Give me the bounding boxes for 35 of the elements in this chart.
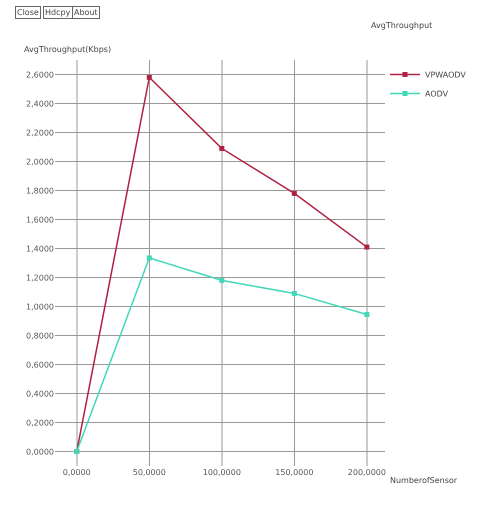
text: Hdcpy — [45, 8, 71, 17]
y-tick-label: 1,8000 — [26, 186, 54, 196]
legend-label: VPWAODV — [425, 70, 466, 80]
y-tick-label: 1,0000 — [26, 302, 54, 312]
point — [146, 255, 152, 260]
text: AvgThroughput — [371, 21, 432, 30]
y-tick-label: 1,6000 — [26, 215, 54, 224]
text: Close — [17, 8, 39, 17]
y-tick-label: 2,2000 — [26, 128, 54, 138]
x-tick-label: 200,0000 — [348, 468, 386, 477]
y-tick-label: 1,4000 — [26, 244, 54, 254]
y-tick-label: 0,4000 — [26, 389, 54, 398]
point — [364, 244, 370, 250]
y-tick-label: 2,4000 — [26, 99, 54, 108]
y-tick-label: 2,0000 — [26, 157, 54, 166]
y-tick-label: 0,2000 — [26, 418, 54, 428]
point — [292, 190, 297, 196]
y-tick-label: 0,0000 — [26, 447, 54, 456]
y-axis-title: AvgThroughput(Kbps) — [24, 45, 112, 54]
point — [219, 146, 224, 151]
y-tick-label: 1,2000 — [26, 273, 54, 282]
point — [292, 290, 297, 296]
x-axis-title: NumberofSensor — [390, 476, 458, 485]
legend-label: AODV — [425, 90, 449, 99]
x-tick-label: 0,0000 — [62, 468, 91, 477]
y-tick-label: 0,8000 — [26, 331, 54, 340]
point — [219, 278, 224, 283]
x-tick-label: 50,0000 — [132, 468, 166, 477]
y-tick-label: 0,6000 — [26, 360, 54, 370]
point — [364, 312, 370, 317]
x-tick-label: 150,0000 — [275, 468, 314, 477]
point — [146, 74, 152, 80]
y-tick-label: 2,6000 — [26, 70, 54, 80]
text: About — [74, 8, 98, 17]
x-tick-label: 100,0000 — [202, 468, 241, 477]
